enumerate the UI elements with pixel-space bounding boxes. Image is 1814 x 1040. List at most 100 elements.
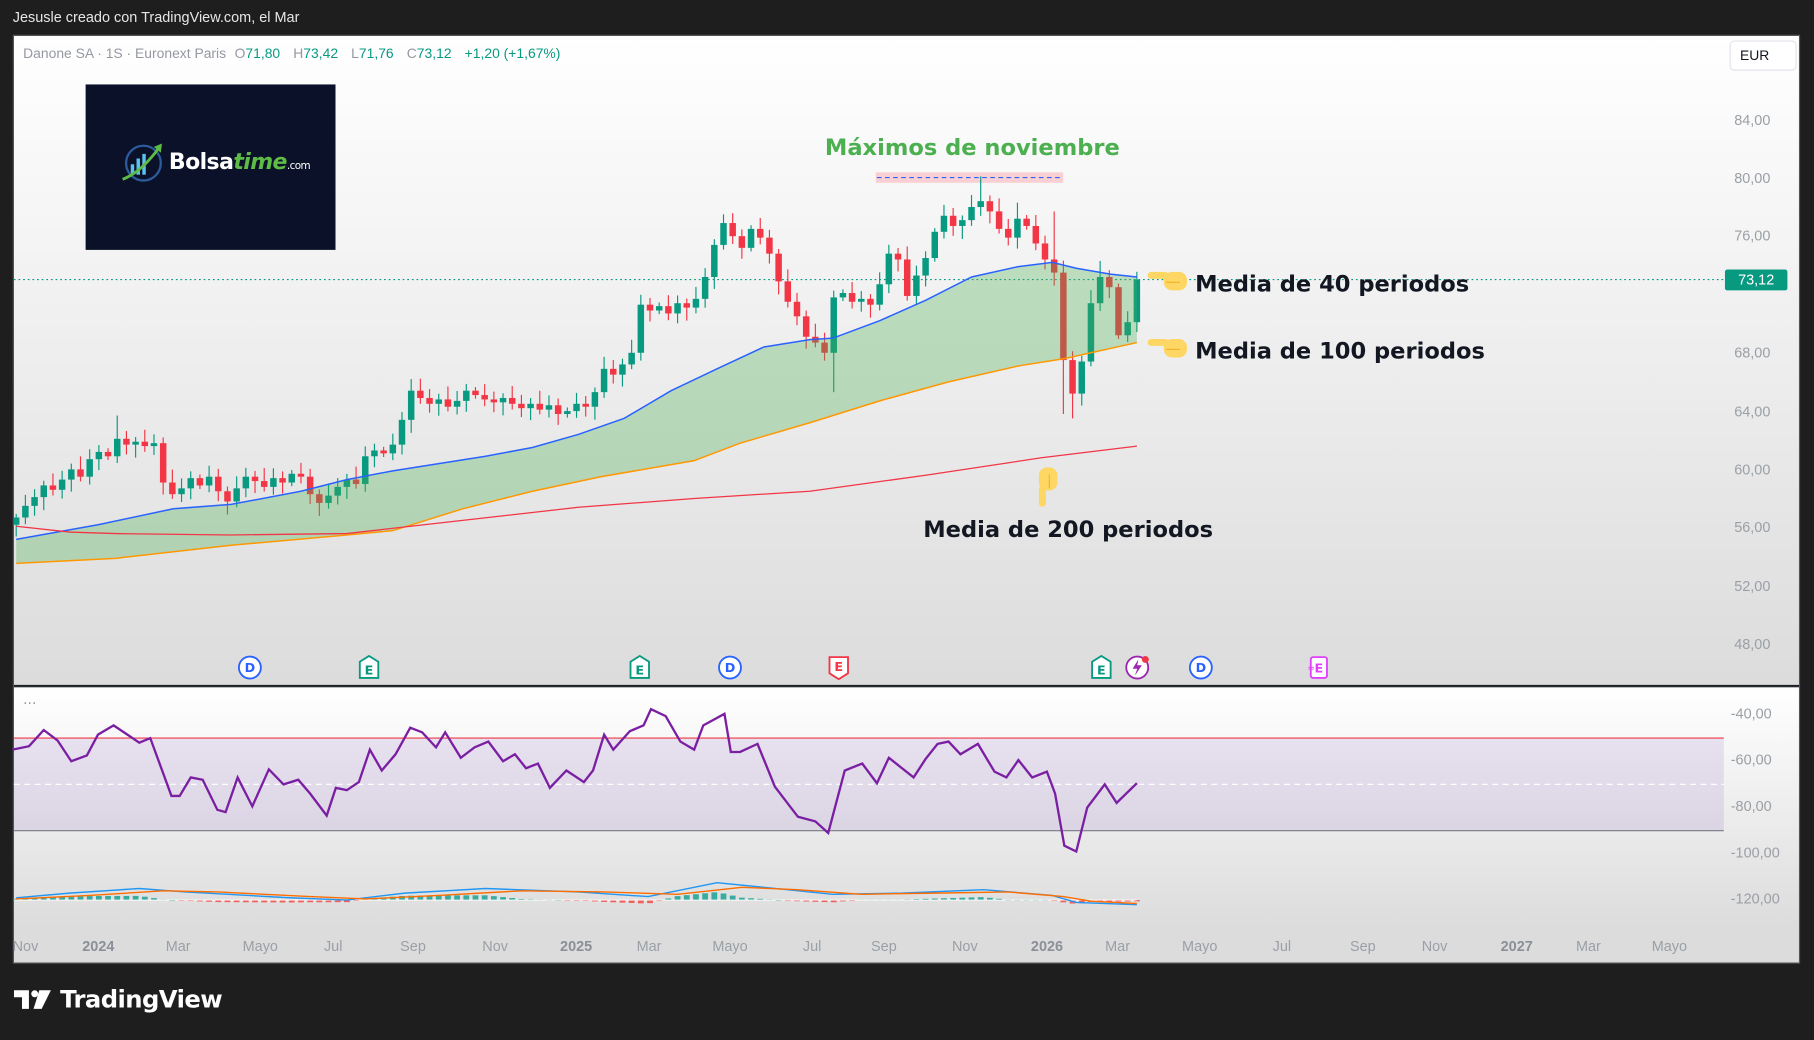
candle-up (95, 451, 103, 460)
histogram-bar (518, 898, 525, 901)
histogram-bar (665, 898, 672, 901)
low-label: L (351, 45, 359, 62)
histogram-bar (693, 894, 699, 901)
candle-up (150, 443, 158, 447)
candle-down (104, 451, 112, 457)
histogram-bar (601, 900, 607, 902)
candle-up (407, 390, 415, 420)
histogram-bar (573, 900, 580, 901)
price-tick-label: 60,00 (1734, 461, 1771, 478)
currency-button[interactable]: EUR (1729, 40, 1797, 71)
histogram-bar (187, 900, 194, 902)
symbol-legend: Danone SA · 1S · Euronext Paris O71,80 H… (23, 45, 565, 61)
candle-up (31, 497, 38, 506)
candle-down (518, 403, 525, 409)
annotation-ma100[interactable]: Media de 100 periodos (1195, 337, 1485, 365)
candle-up (931, 231, 939, 259)
candle-up (288, 473, 296, 483)
histogram-bar (1097, 900, 1104, 902)
candle-up (720, 223, 727, 245)
candle-up (619, 364, 626, 375)
candle-up (1078, 361, 1085, 394)
earnings-event-icon[interactable]: E (827, 655, 852, 681)
histogram-bar (463, 895, 470, 901)
histogram-bar (68, 896, 75, 901)
symbol-name[interactable]: Danone SA · 1S · Euronext Paris (23, 45, 227, 62)
earnings-event-icon[interactable]: E (1088, 654, 1113, 680)
histogram-bar (472, 895, 479, 901)
candle-down (802, 316, 810, 337)
histogram-bar (500, 897, 506, 901)
histogram-bar (445, 895, 451, 901)
candle-down (1050, 259, 1058, 273)
histogram-bar (215, 900, 222, 903)
logo-suffix: .com (286, 160, 311, 173)
time-tick-label: Nov (1421, 938, 1448, 955)
candles (13, 176, 1141, 537)
upcoming-earnings-event-icon[interactable]: E≈ (1304, 655, 1329, 680)
time-tick-label: 2025 (560, 938, 593, 955)
earnings-event-icon[interactable]: E (356, 654, 381, 680)
dividend-event-icon[interactable]: D (717, 655, 742, 680)
earnings-event-icon[interactable]: E (627, 654, 652, 680)
time-tick-label: Sep (400, 938, 426, 955)
candle-up (564, 411, 571, 415)
histogram-bar (637, 900, 644, 904)
histogram-bar (720, 893, 727, 901)
logo-wordmark: Bolsatime.com (169, 149, 311, 175)
price-tick-label: 68,00 (1734, 344, 1771, 362)
histogram-bar (298, 900, 304, 903)
histogram-bar (794, 900, 800, 902)
annotation-ma40[interactable]: Media de 40 periodos (1195, 270, 1470, 298)
dividend-event-icon[interactable]: D (238, 655, 263, 680)
histogram-bar (95, 896, 102, 901)
candle-down (1106, 276, 1113, 288)
split-event-icon[interactable] (1124, 655, 1149, 680)
time-tick-label: 2026 (1030, 938, 1064, 955)
candle-up (1124, 322, 1131, 336)
histogram-bar (968, 897, 975, 901)
histogram-bar (105, 895, 111, 901)
candle-down (757, 228, 764, 238)
candle-up (86, 459, 93, 477)
indicator-menu-button[interactable]: ··· (23, 695, 37, 712)
histogram-bar (380, 897, 387, 901)
price-tick-label: 80,00 (1734, 170, 1771, 187)
histogram-bar (242, 900, 249, 903)
candle-up (233, 488, 240, 502)
svg-text:D: D (1196, 660, 1207, 675)
annotation-max-nov[interactable]: Máximos de noviembre (824, 134, 1120, 161)
indicator-pane[interactable] (13, 686, 1799, 928)
candle-up (114, 438, 121, 457)
candle-down (77, 469, 84, 477)
time-axis[interactable] (13, 926, 1799, 963)
candle-up (371, 450, 378, 457)
histogram-bar (114, 895, 121, 901)
logo-brand2: time (233, 149, 287, 175)
histogram-bar (748, 898, 754, 901)
annotation-ma200[interactable]: Media de 200 periodos (923, 515, 1214, 543)
candle-down (554, 405, 562, 415)
candle-down (894, 253, 902, 260)
candle-down (784, 281, 792, 302)
histogram-bar (610, 900, 617, 903)
dividend-event-icon[interactable]: D (1188, 655, 1214, 680)
candle-down (352, 479, 360, 484)
histogram-bar (454, 895, 461, 901)
candle-up (701, 276, 709, 299)
histogram-bar (31, 897, 38, 901)
bolsatime-logo: Bolsatime.com (85, 84, 336, 250)
candle-up (591, 392, 599, 407)
histogram-bar (849, 900, 855, 901)
histogram-bar (22, 898, 29, 901)
time-tick-label: Sep (871, 938, 897, 955)
histogram-bar (40, 897, 47, 901)
histogram-bar (343, 900, 350, 903)
candle-up (637, 304, 645, 353)
histogram-bar (729, 895, 736, 901)
candle-down (1041, 243, 1049, 260)
histogram-bar (77, 896, 84, 901)
ma40-line (16, 261, 1137, 541)
histogram-bar (132, 895, 139, 901)
tradingview-logo[interactable]: TradingView (13, 986, 223, 1013)
